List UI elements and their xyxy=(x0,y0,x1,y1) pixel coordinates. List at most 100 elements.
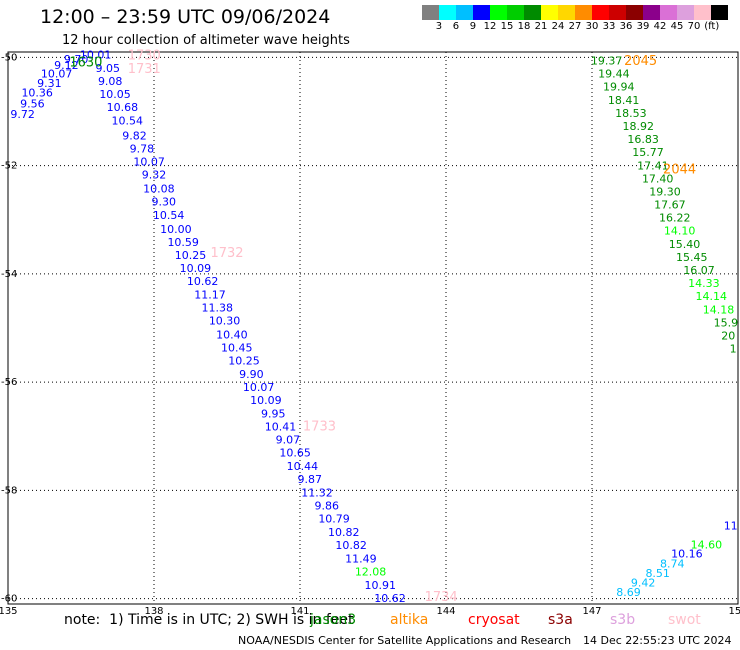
wave-height-value: 10.25 xyxy=(228,354,260,367)
pass-time-label: 1734 xyxy=(425,590,458,605)
color-scale-label: 36 xyxy=(619,21,633,32)
satellite-legend-item: s3b xyxy=(610,612,636,628)
wave-height-value: 15.9 xyxy=(714,317,739,330)
color-swatch xyxy=(711,5,728,20)
color-scale-label: 6 xyxy=(452,21,460,32)
wave-height-value: 10.00 xyxy=(160,223,192,236)
wave-height-value: 9.95 xyxy=(261,408,286,421)
satellite-legend-item: swot xyxy=(668,612,701,628)
wave-height-value: 10.01 xyxy=(80,49,112,62)
wave-height-value: 9.30 xyxy=(151,195,176,208)
wave-height-value: 10.07 xyxy=(41,68,73,81)
wave-height-value: 9.72 xyxy=(10,108,35,121)
color-swatch xyxy=(609,5,626,20)
wave-height-value: 9.07 xyxy=(276,433,301,446)
credit-text: NOAA/NESDIS Center for Satellite Applica… xyxy=(238,634,572,647)
wave-height-value: 11.49 xyxy=(345,553,377,566)
data-layer: 9.729.5610.369.3110.079.129.7010.019.059… xyxy=(10,49,739,605)
color-scale-label: 15 xyxy=(500,21,514,32)
color-swatch xyxy=(558,5,575,20)
wave-height-value: 18.53 xyxy=(615,107,647,120)
wave-height-value: 10.05 xyxy=(99,88,131,101)
wave-height-value: 10.62 xyxy=(187,275,219,288)
wave-height-value: 9.31 xyxy=(37,77,62,90)
color-swatch xyxy=(541,5,558,20)
wave-height-value: 10.79 xyxy=(318,512,350,525)
wave-height-value: 9.05 xyxy=(96,62,121,75)
wave-height-value: 16.22 xyxy=(659,212,691,225)
wave-height-value: 10.91 xyxy=(365,579,397,592)
color-scale-label: 33 xyxy=(602,21,616,32)
wave-height-value: 9.82 xyxy=(122,129,147,142)
wave-height-value: 17.40 xyxy=(642,173,674,186)
wave-height-value: 9.78 xyxy=(130,142,155,155)
pass-time-label: 1730 xyxy=(128,49,161,64)
wave-height-value: 9.87 xyxy=(297,473,322,486)
wave-height-value: 15.40 xyxy=(669,238,701,251)
wave-height-value: 10.07 xyxy=(133,155,165,168)
wave-height-value: 14.18 xyxy=(703,304,735,317)
satellite-legend-item: jason3 xyxy=(310,612,357,628)
wave-height-value: 10.16 xyxy=(671,548,703,561)
wave-height-value: 9.90 xyxy=(239,368,264,381)
wave-height-value: 10.68 xyxy=(107,101,139,114)
wave-height-value: 14.14 xyxy=(695,290,727,303)
color-scale-label: 27 xyxy=(568,21,582,32)
color-scale-label: 24 xyxy=(551,21,565,32)
wave-height-value: 17.41 xyxy=(637,160,669,173)
plot-frame xyxy=(7,51,739,605)
wave-height-value: 10.30 xyxy=(209,314,241,327)
wave-height-value: 10.41 xyxy=(265,420,297,433)
color-swatch xyxy=(507,5,524,20)
color-swatch xyxy=(643,5,660,20)
wave-height-value: 10.54 xyxy=(111,115,143,128)
wave-height-value: 11 xyxy=(724,520,738,533)
wave-height-value: 18.41 xyxy=(608,94,640,107)
wave-height-value: 10.08 xyxy=(143,182,175,195)
wave-height-value: 12.08 xyxy=(355,566,387,579)
color-swatch xyxy=(473,5,490,20)
color-swatch xyxy=(694,5,711,20)
wave-height-value: 18.92 xyxy=(622,120,654,133)
pass-time-label: 1732 xyxy=(210,246,243,261)
wave-height-value: 10.07 xyxy=(243,381,275,394)
color-scale-bar xyxy=(422,5,728,20)
wave-height-value: 11.32 xyxy=(301,487,333,500)
wave-height-value: 10.09 xyxy=(250,394,282,407)
pass-time-label: 1733 xyxy=(303,419,336,434)
y-tick-label: -50 xyxy=(1,52,17,63)
wave-height-value: 9.86 xyxy=(315,500,340,513)
y-tick-label: -56 xyxy=(1,377,17,388)
color-scale-label: 3 xyxy=(435,21,443,32)
wave-height-value: 10.65 xyxy=(279,446,311,459)
color-scale-label: 21 xyxy=(534,21,548,32)
color-swatch xyxy=(660,5,677,20)
color-scale-label: (ft) xyxy=(704,21,720,32)
wave-height-value: 9.42 xyxy=(631,576,656,589)
wave-height-value: 19.30 xyxy=(649,186,681,199)
color-swatch xyxy=(592,5,609,20)
color-scale-label: 42 xyxy=(653,21,667,32)
color-scale-labels: 3 6 9 12 15 18 21 24 27 30 33 36 39 42 45 70 (ft) xyxy=(422,21,732,33)
wave-height-value: 10.82 xyxy=(335,539,367,552)
wave-height-value: 9.08 xyxy=(98,75,123,88)
color-swatch xyxy=(524,5,541,20)
pass-time-label: 1630 xyxy=(69,56,102,71)
wave-height-value: 9.32 xyxy=(142,168,167,181)
wave-height-value: 14.60 xyxy=(691,538,723,551)
wave-height-value: 20 xyxy=(721,330,735,343)
color-swatch xyxy=(677,5,694,20)
wave-height-value: 11.38 xyxy=(202,301,234,314)
y-tick-label: -54 xyxy=(1,269,17,280)
generation-timestamp: 14 Dec 22:55:23 UTC 2024 xyxy=(583,634,732,647)
x-tick-label: 141 xyxy=(290,606,309,617)
y-tick-label: -58 xyxy=(1,485,17,496)
color-scale-label: 39 xyxy=(636,21,650,32)
wave-height-value: 10.09 xyxy=(180,262,212,275)
wave-height-value: 10.45 xyxy=(221,341,253,354)
wave-height-value: 16.07 xyxy=(683,264,715,277)
y-tick-label: -60 xyxy=(1,594,17,605)
color-scale-label: 12 xyxy=(483,21,497,32)
x-tick-label: 147 xyxy=(582,606,601,617)
